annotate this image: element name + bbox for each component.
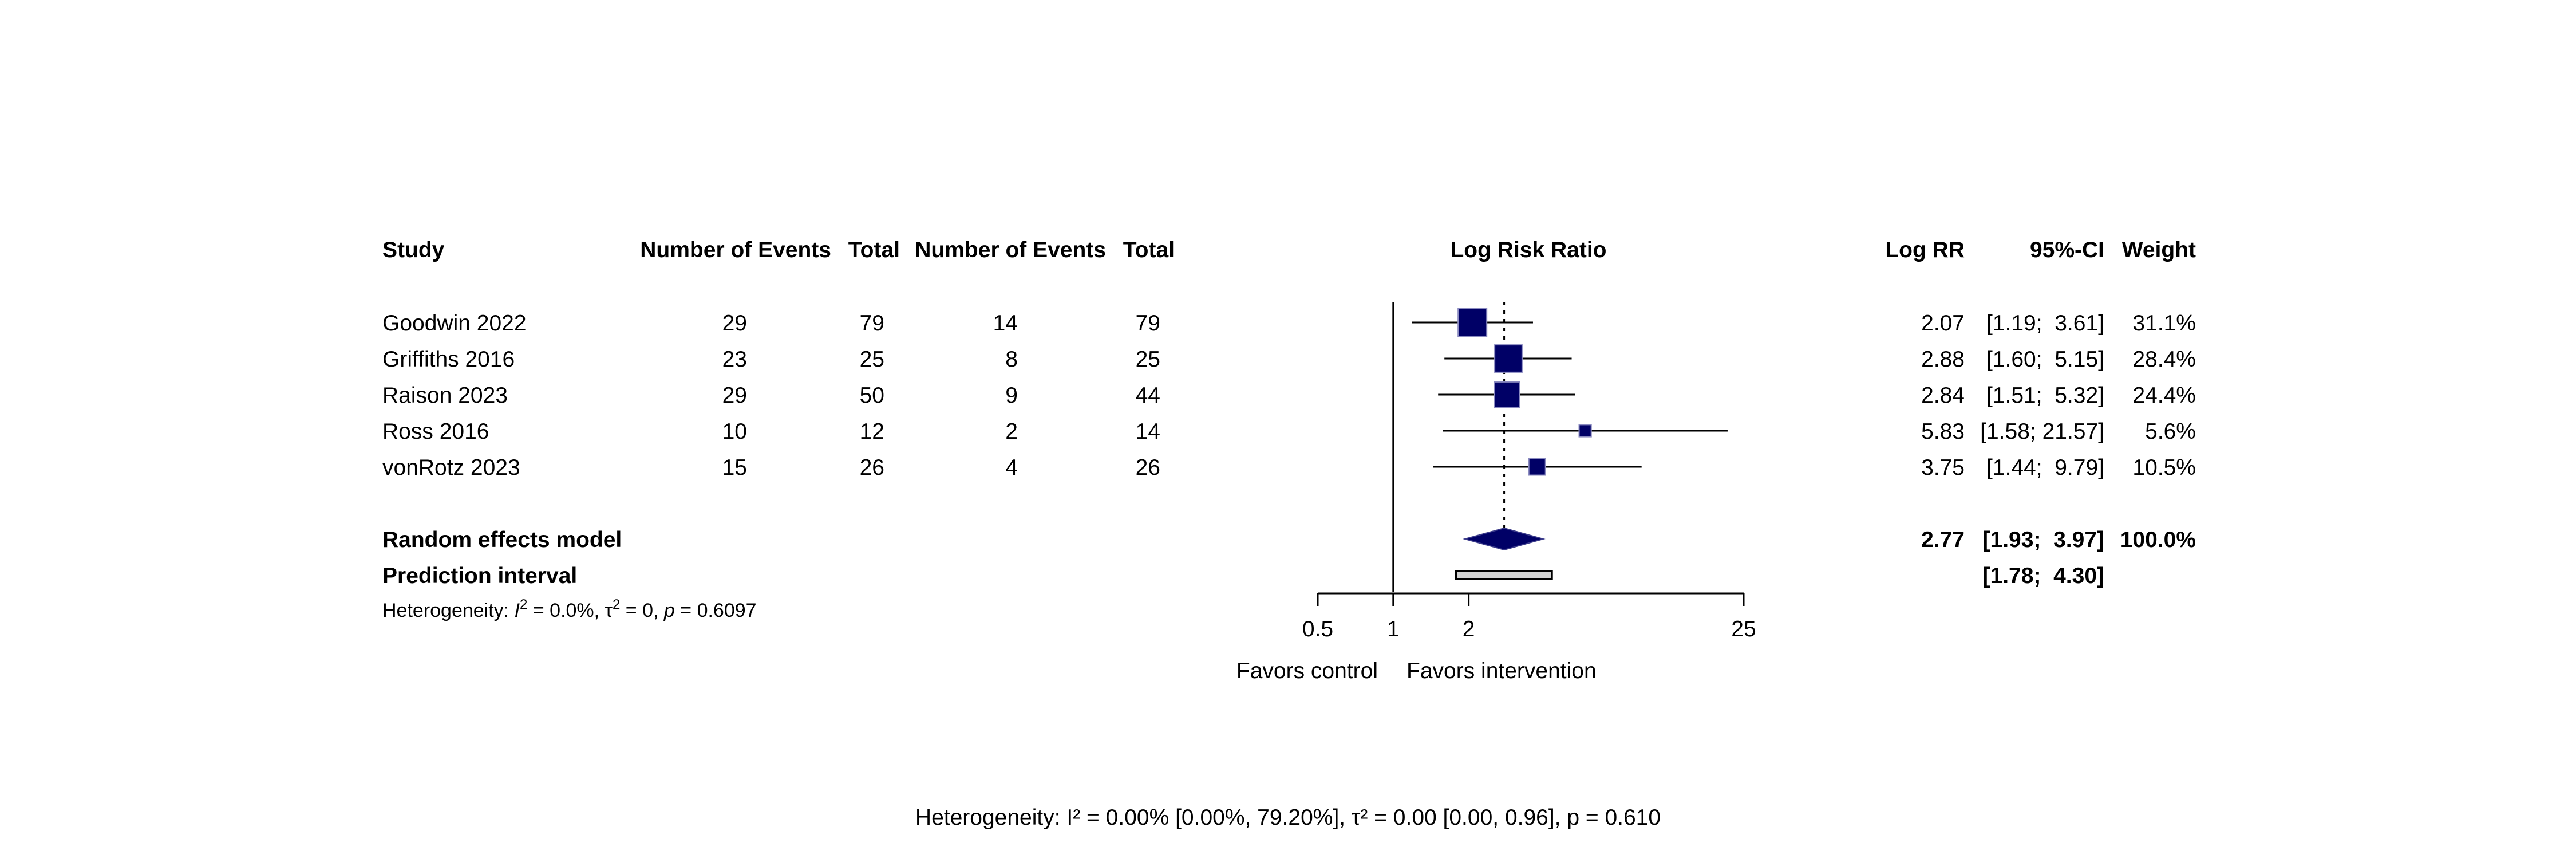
total-intervention: 26	[860, 455, 884, 480]
random-effects-label: Random effects model	[382, 528, 622, 552]
axis-title: Log Risk Ratio	[1450, 238, 1606, 262]
total-control: 79	[1136, 311, 1160, 336]
forest-panel: 0.5 1 2 25 Favors control Favors interventi…	[1236, 302, 1756, 683]
total-control: 26	[1136, 455, 1160, 480]
total-intervention: 50	[860, 383, 884, 408]
study-square	[1494, 344, 1523, 373]
study-name: Ross 2016	[382, 419, 489, 444]
study-ci: [1.44; 9.79]	[1986, 455, 2104, 480]
events-control: 2	[1005, 419, 1018, 444]
header-ci: 95%-CI	[2030, 238, 2104, 262]
het-p-value: = 0.6097	[675, 600, 757, 621]
events-control: 8	[1005, 347, 1018, 372]
favors-left-label: Favors control	[1236, 659, 1378, 683]
study-name: Griffiths 2016	[382, 347, 515, 372]
study-estimate: 5.83	[1921, 419, 1965, 444]
header-events-intervention: Number of Events	[640, 238, 831, 262]
study-estimate: 2.84	[1921, 383, 1965, 408]
study-row: Goodwin 2022 29 79 14 79 2.07 [1.19; 3.6…	[382, 311, 2196, 336]
random-effects-weight: 100.0%	[2120, 528, 2196, 552]
study-ci: [1.60; 5.15]	[1986, 347, 2104, 372]
study-estimate: 2.88	[1921, 347, 1965, 372]
het-p-symbol: p	[663, 600, 675, 621]
heterogeneity-text: Heterogeneity: I2 = 0.0%, τ2 = 0, p = 0.…	[382, 597, 757, 621]
events-intervention: 15	[722, 455, 747, 480]
study-name: Raison 2023	[382, 383, 508, 408]
events-intervention: 29	[722, 383, 747, 408]
total-intervention: 25	[860, 347, 884, 372]
het-i2-value: = 0.0%, τ	[527, 600, 613, 621]
x-axis-ticks: 0.5 1 2 25	[1302, 593, 1756, 641]
random-effects-diamond	[1463, 527, 1546, 551]
prediction-interval-row: Prediction interval [1.78; 4.30]	[382, 564, 2104, 588]
study-square	[1528, 458, 1546, 476]
x-tick-label: 2	[1463, 617, 1475, 641]
study-square	[1494, 381, 1520, 408]
total-control: 14	[1136, 419, 1160, 444]
events-intervention: 10	[722, 419, 747, 444]
x-tick-label: 25	[1731, 617, 1756, 641]
study-name: vonRotz 2023	[382, 455, 520, 480]
prediction-interval-ci: [1.78; 4.30]	[1983, 564, 2104, 588]
study-row: Griffiths 2016 23 25 8 25 2.88 [1.60; 5.…	[382, 347, 2196, 372]
study-square	[1578, 424, 1592, 438]
het-tau-sup: 2	[613, 597, 620, 612]
study-markers	[1412, 308, 1728, 476]
header-weight: Weight	[2122, 238, 2196, 262]
study-name: Goodwin 2022	[382, 311, 527, 336]
study-weight: 10.5%	[2132, 455, 2196, 480]
events-control: 9	[1005, 383, 1018, 408]
study-square	[1457, 308, 1488, 337]
favors-right-label: Favors intervention	[1406, 659, 1597, 683]
total-control: 25	[1136, 347, 1160, 372]
random-effects-row: Random effects model 2.77 [1.93; 3.97] 1…	[382, 528, 2196, 552]
study-ci: [1.19; 3.61]	[1986, 311, 2104, 336]
events-control: 4	[1005, 455, 1018, 480]
study-weight: 28.4%	[2132, 347, 2196, 372]
total-intervention: 79	[860, 311, 884, 336]
prediction-interval-label: Prediction interval	[382, 564, 577, 588]
column-headers: Study Number of Events Total Number of E…	[382, 238, 2196, 262]
events-intervention: 23	[722, 347, 747, 372]
header-events-control: Number of Events	[915, 238, 1106, 262]
random-effects-ci: [1.93; 3.97]	[1983, 528, 2104, 552]
study-weight: 5.6%	[2145, 419, 2196, 444]
total-intervention: 12	[860, 419, 884, 444]
events-intervention: 29	[722, 311, 747, 336]
het-i2-sup: 2	[520, 597, 527, 612]
header-total-intervention: Total	[848, 238, 900, 262]
events-control: 14	[993, 311, 1018, 336]
study-row: Ross 2016 10 12 2 14 5.83 [1.58; 21.57] …	[382, 419, 2196, 444]
het-i2-symbol: I	[515, 600, 520, 621]
study-row: vonRotz 2023 15 26 4 26 3.75 [1.44; 9.79…	[382, 455, 2196, 480]
prediction-interval-bar	[1455, 570, 1553, 580]
header-estimate: Log RR	[1885, 238, 1965, 262]
study-rows: Goodwin 2022 29 79 14 79 2.07 [1.19; 3.6…	[382, 311, 2196, 480]
x-tick-label: 1	[1387, 617, 1400, 641]
study-ci: [1.58; 21.57]	[1980, 419, 2104, 444]
study-weight: 31.1%	[2132, 311, 2196, 336]
study-row: Raison 2023 29 50 9 44 2.84 [1.51; 5.32]…	[382, 383, 2196, 408]
random-effects-estimate: 2.77	[1921, 528, 1965, 552]
study-weight: 24.4%	[2132, 383, 2196, 408]
study-ci: [1.51; 5.32]	[1986, 383, 2104, 408]
header-total-control: Total	[1123, 238, 1175, 262]
study-estimate: 2.07	[1921, 311, 1965, 336]
x-tick-label: 0.5	[1302, 617, 1333, 641]
study-estimate: 3.75	[1921, 455, 1965, 480]
total-control: 44	[1136, 383, 1160, 408]
het-prefix: Heterogeneity:	[382, 600, 515, 621]
header-study: Study	[382, 238, 445, 262]
het-tau-value: = 0,	[620, 600, 664, 621]
footer-heterogeneity: Heterogeneity: I² = 0.00% [0.00%, 79.20%…	[915, 805, 1661, 830]
